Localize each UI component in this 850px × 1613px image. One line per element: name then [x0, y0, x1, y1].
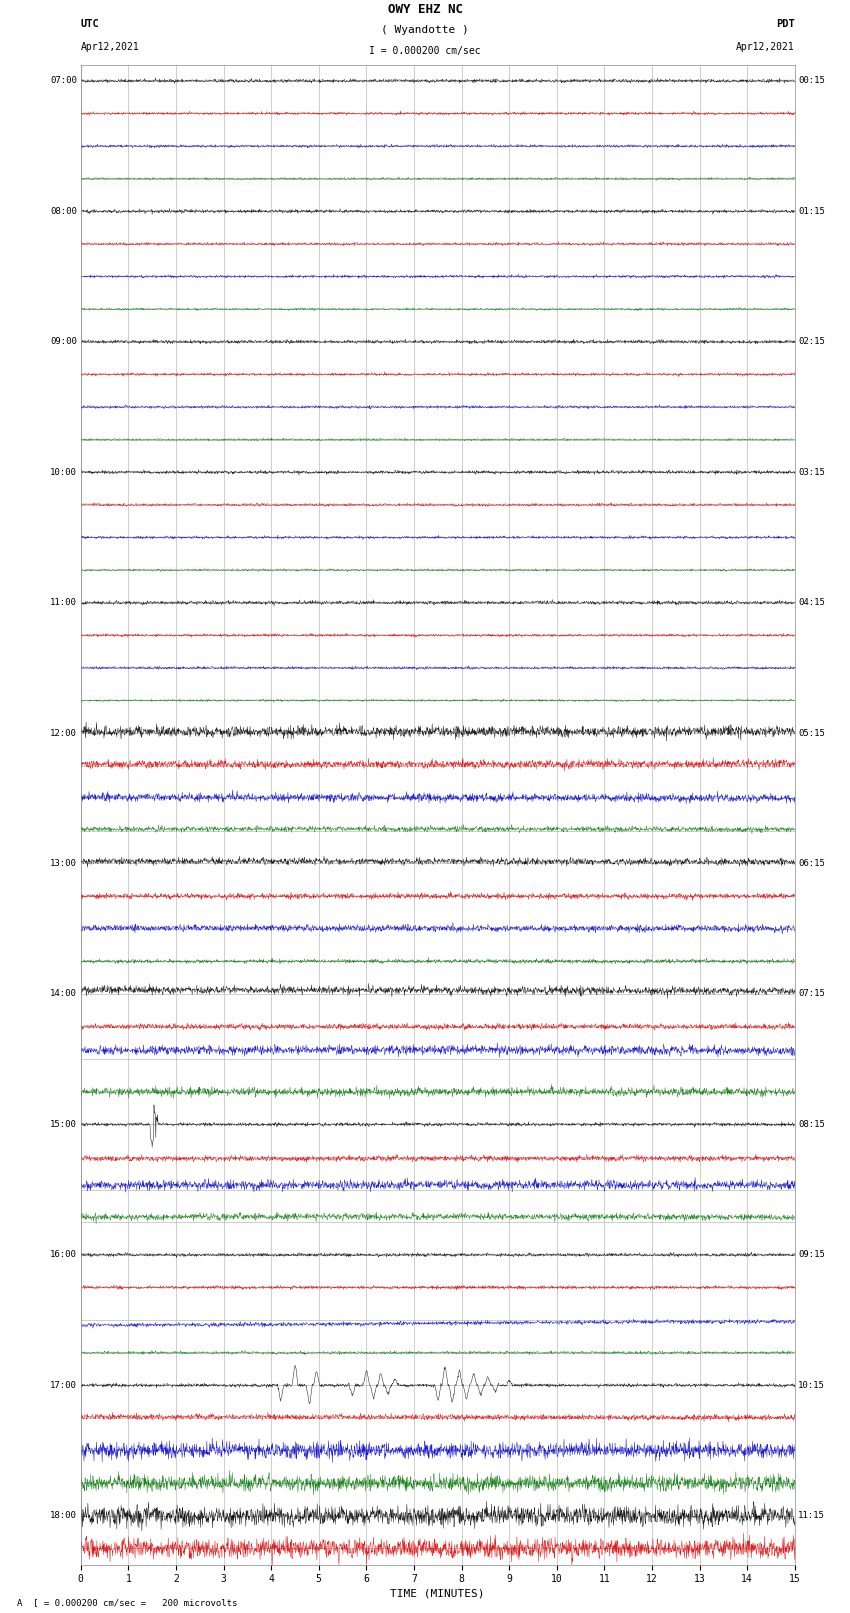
X-axis label: TIME (MINUTES): TIME (MINUTES) — [390, 1589, 485, 1598]
Text: 08:15: 08:15 — [798, 1119, 825, 1129]
Text: 18:00: 18:00 — [50, 1511, 77, 1519]
Text: 02:15: 02:15 — [798, 337, 825, 347]
Text: Apr12,2021: Apr12,2021 — [81, 42, 139, 52]
Text: ( Wyandotte ): ( Wyandotte ) — [381, 26, 469, 35]
Text: 08:00: 08:00 — [50, 206, 77, 216]
Text: 06:15: 06:15 — [798, 860, 825, 868]
Text: 16:00: 16:00 — [50, 1250, 77, 1260]
Text: 10:00: 10:00 — [50, 468, 77, 477]
Text: 17:00: 17:00 — [50, 1381, 77, 1390]
Text: A  [ = 0.000200 cm/sec =   200 microvolts: A [ = 0.000200 cm/sec = 200 microvolts — [17, 1598, 237, 1607]
Text: 09:00: 09:00 — [50, 337, 77, 347]
Text: PDT: PDT — [776, 19, 795, 29]
Text: 03:15: 03:15 — [798, 468, 825, 477]
Text: 01:15: 01:15 — [798, 206, 825, 216]
Text: OWY EHZ NC: OWY EHZ NC — [388, 3, 462, 16]
Text: 07:00: 07:00 — [50, 76, 77, 85]
Text: I = 0.000200 cm/sec: I = 0.000200 cm/sec — [369, 47, 481, 56]
Text: 11:00: 11:00 — [50, 598, 77, 606]
Text: 09:15: 09:15 — [798, 1250, 825, 1260]
Text: 11:15: 11:15 — [798, 1511, 825, 1519]
Text: 15:00: 15:00 — [50, 1119, 77, 1129]
Text: Apr12,2021: Apr12,2021 — [736, 42, 795, 52]
Text: 14:00: 14:00 — [50, 989, 77, 998]
Text: 05:15: 05:15 — [798, 729, 825, 737]
Text: 12:00: 12:00 — [50, 729, 77, 737]
Text: UTC: UTC — [81, 19, 99, 29]
Text: 13:00: 13:00 — [50, 860, 77, 868]
Text: 10:15: 10:15 — [798, 1381, 825, 1390]
Text: 04:15: 04:15 — [798, 598, 825, 606]
Text: 00:15: 00:15 — [798, 76, 825, 85]
Text: 07:15: 07:15 — [798, 989, 825, 998]
